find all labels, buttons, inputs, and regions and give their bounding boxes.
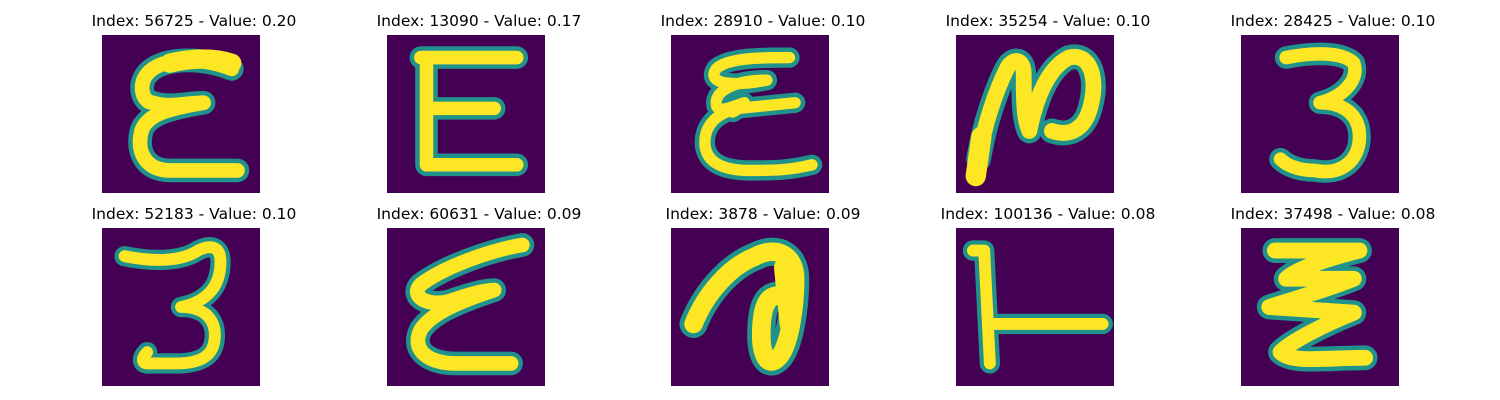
glyph-t-rotated <box>962 240 1113 374</box>
digit-image <box>1241 228 1399 386</box>
panel-title: Index: 13090 - Value: 0.17 <box>376 12 582 30</box>
glyph-n-shape <box>965 44 1106 187</box>
digit-image <box>956 35 1114 193</box>
digit-image <box>387 228 545 386</box>
glyph-loop-curl <box>679 237 810 376</box>
digit-image <box>956 228 1114 386</box>
digit-image <box>671 35 829 193</box>
glyph-epsilon-loopy <box>694 47 823 181</box>
digit-image <box>102 228 260 386</box>
glyph-three-tall <box>114 237 231 374</box>
panel-title: Index: 52183 - Value: 0.10 <box>91 205 297 223</box>
digit-image <box>671 228 829 386</box>
panel-title: Index: 60631 - Value: 0.09 <box>376 205 582 223</box>
panel-title: Index: 28910 - Value: 0.10 <box>660 12 866 30</box>
digit-image <box>102 35 260 193</box>
panel-title: Index: 3878 - Value: 0.09 <box>665 205 861 223</box>
panel-title: Index: 100136 - Value: 0.08 <box>940 205 1156 223</box>
glyph-epsilon-wide <box>128 48 250 183</box>
glyph-epsilon-block <box>409 46 529 177</box>
panel-title: Index: 56725 - Value: 0.20 <box>91 12 297 30</box>
digit-image <box>387 35 545 193</box>
glyph-epsilon-slanted <box>405 233 535 376</box>
panel-title: Index: 37498 - Value: 0.08 <box>1230 205 1436 223</box>
glyph-zigzag <box>1256 238 1378 372</box>
glyph-three <box>1269 42 1371 183</box>
panel-title: Index: 28425 - Value: 0.10 <box>1230 12 1436 30</box>
panel-title: Index: 35254 - Value: 0.10 <box>945 12 1151 30</box>
digit-image <box>1241 35 1399 193</box>
